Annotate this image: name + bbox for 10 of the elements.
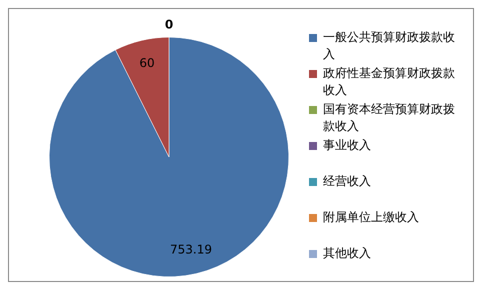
legend-label: 国有资本经营预算财政拨款收入 (323, 101, 456, 135)
data-label: 753.19 (170, 242, 212, 256)
legend-label: 一般公共预算财政拨款收入 (323, 29, 456, 63)
data-label: 60 (139, 56, 155, 70)
legend-label: 其他收入 (323, 245, 371, 262)
legend-label: 事业收入 (323, 137, 371, 154)
legend-label: 附属单位上缴收入 (323, 209, 419, 226)
legend-label: 政府性基金预算财政拨款收入 (323, 65, 456, 99)
text: 0 (164, 17, 174, 32)
legend-label: 经营收入 (323, 173, 371, 190)
